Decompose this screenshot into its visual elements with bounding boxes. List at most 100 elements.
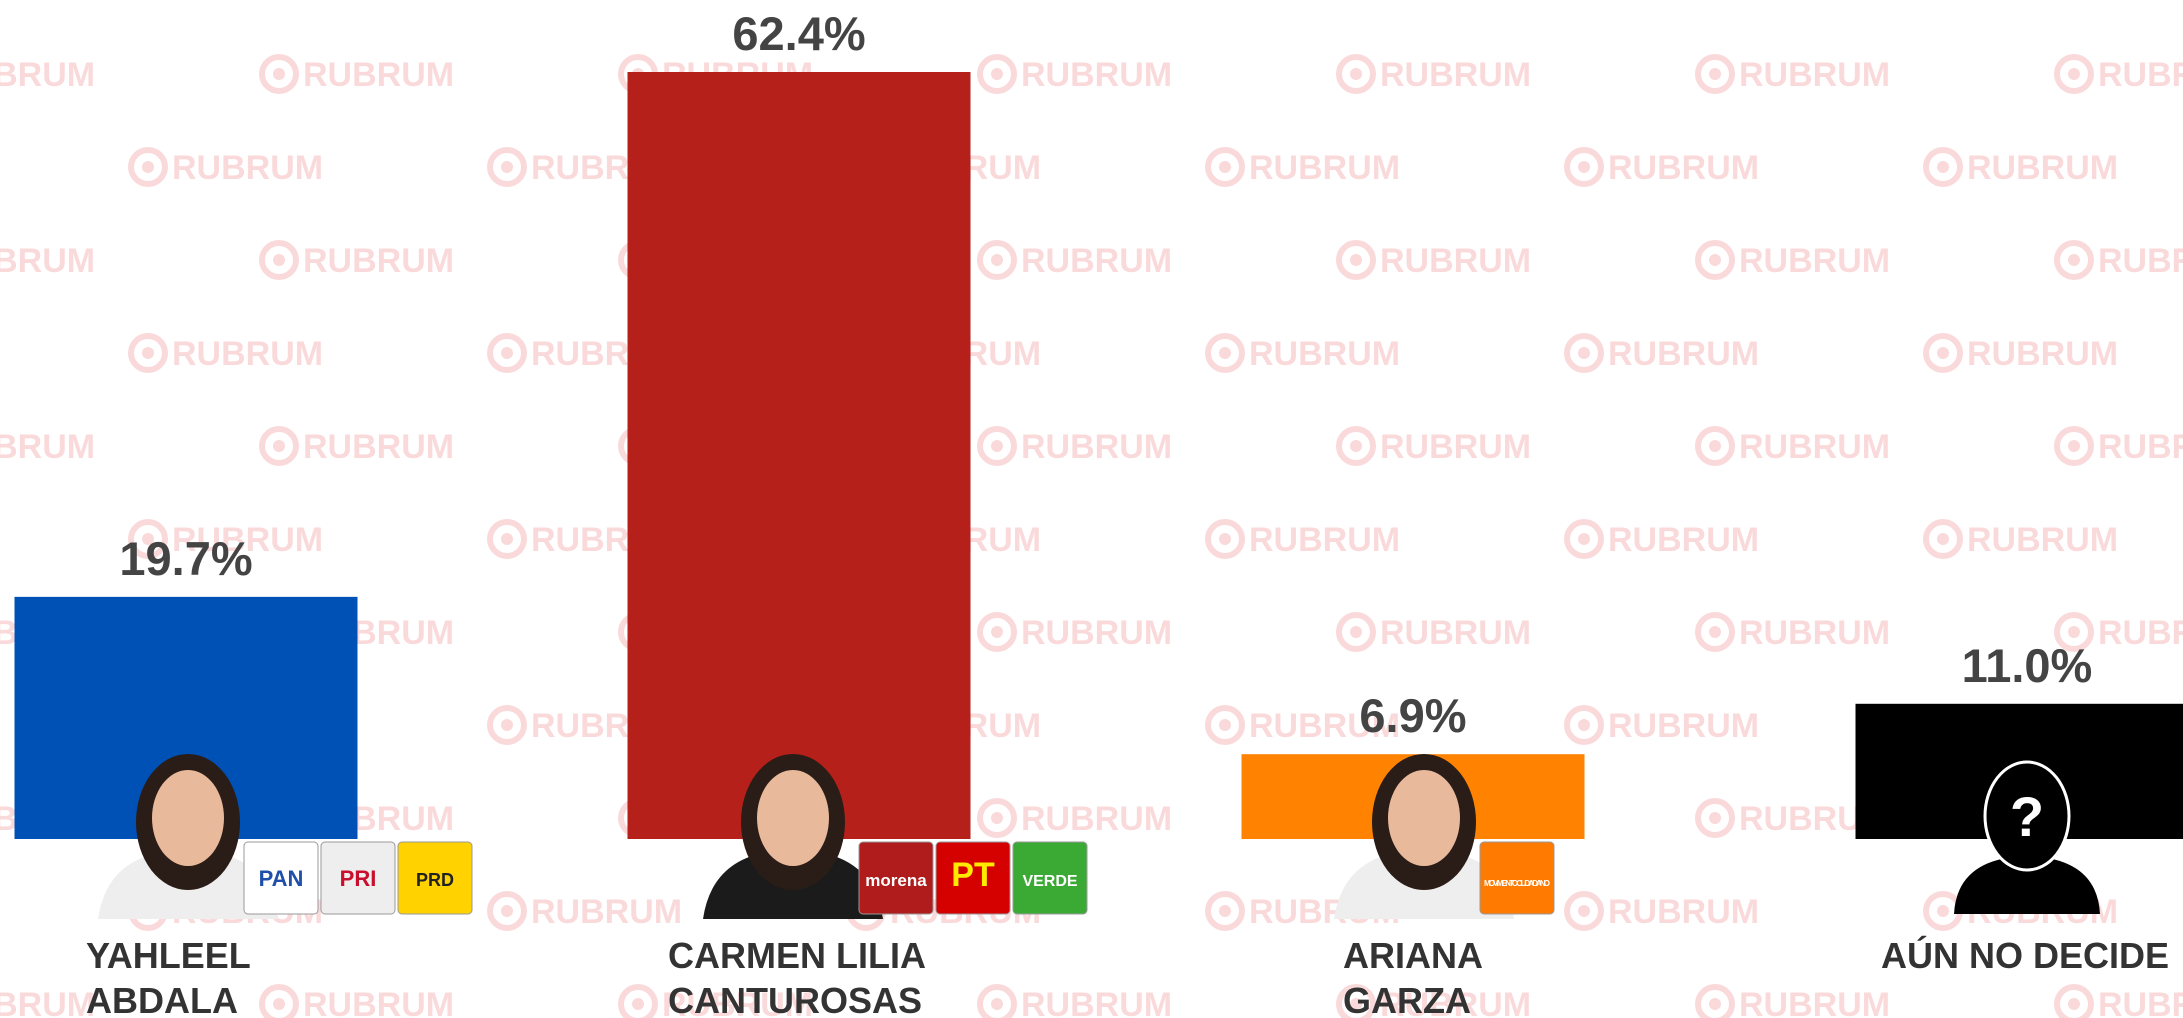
watermark: RUBRUM bbox=[1567, 893, 1759, 931]
watermark: RUBRUM bbox=[1567, 335, 1759, 373]
watermark-text: RUBRUM bbox=[1608, 149, 1759, 187]
watermark: RUBRUM bbox=[262, 56, 454, 94]
watermark: RUBRUM bbox=[980, 242, 1172, 280]
watermark-text: RUBRUM bbox=[1021, 986, 1172, 1018]
watermark: RUBRUM bbox=[1339, 242, 1531, 280]
watermark-icon bbox=[2068, 68, 2080, 80]
portrait-face bbox=[757, 770, 829, 866]
watermark-icon bbox=[991, 812, 1003, 824]
watermark-text: RUBRUM bbox=[1608, 707, 1759, 745]
watermark: RUBRUM bbox=[1698, 242, 1890, 280]
watermark-text: RUBRUM bbox=[0, 986, 95, 1018]
watermark: RUBRUM bbox=[1698, 428, 1890, 466]
watermark-text: RUBRUM bbox=[0, 242, 95, 280]
watermark-icon bbox=[1578, 905, 1590, 917]
watermark: RUBRUM bbox=[1567, 149, 1759, 187]
watermark-icon bbox=[273, 440, 285, 452]
watermark-icon bbox=[1578, 347, 1590, 359]
watermark-text: RUBRUM bbox=[1380, 56, 1531, 94]
watermark: RUBRUM bbox=[1698, 614, 1890, 652]
watermark-icon bbox=[991, 626, 1003, 638]
watermark-text: RUBRUM bbox=[1739, 428, 1890, 466]
watermark: RUBRUM bbox=[980, 986, 1172, 1018]
watermark-text: RUBRUM bbox=[1380, 242, 1531, 280]
watermark-text: RUBRUM bbox=[1021, 800, 1172, 838]
watermark-text: RUBRUM bbox=[1739, 986, 1890, 1018]
watermark: RUBRUM bbox=[1339, 614, 1531, 652]
watermark-icon bbox=[991, 68, 1003, 80]
watermark-icon bbox=[1350, 440, 1362, 452]
watermark: RUBRUM bbox=[2057, 986, 2183, 1018]
watermark-icon bbox=[1219, 161, 1231, 173]
category-label: CARMEN LILIA CANTUROSAS bbox=[668, 933, 926, 1018]
watermark: RUBRUM bbox=[1208, 335, 1400, 373]
watermark: RUBRUM bbox=[1926, 521, 2118, 559]
watermark: RUBRUM bbox=[1698, 56, 1890, 94]
watermark-text: RUBRUM bbox=[1739, 242, 1890, 280]
watermark-text: RUBRUM bbox=[1608, 521, 1759, 559]
watermark: RUBRUM bbox=[2057, 242, 2183, 280]
watermark-icon bbox=[991, 998, 1003, 1010]
watermark: RUBRUM bbox=[1567, 521, 1759, 559]
party-logo-text: VERDE bbox=[1022, 873, 1077, 890]
watermark: RUBRUM bbox=[0, 986, 95, 1018]
party-logo-text: PRD bbox=[416, 870, 454, 890]
watermark-icon bbox=[273, 254, 285, 266]
watermark-text: RUBRUM bbox=[1021, 428, 1172, 466]
watermark: RUBRUM bbox=[1926, 335, 2118, 373]
watermark-icon bbox=[2068, 998, 2080, 1010]
watermark: RUBRUM bbox=[262, 428, 454, 466]
watermark-text: RUBRUM bbox=[1739, 56, 1890, 94]
watermark-icon bbox=[501, 719, 513, 731]
watermark: RUBRUM bbox=[1208, 521, 1400, 559]
bar bbox=[628, 72, 971, 839]
party-logo-text: PAN bbox=[259, 866, 304, 891]
portrait-face bbox=[152, 770, 224, 866]
watermark-text: RUBRUM bbox=[2098, 614, 2183, 652]
watermark-icon bbox=[1578, 533, 1590, 545]
watermark-icon bbox=[1709, 812, 1721, 824]
watermark-icon bbox=[2068, 440, 2080, 452]
category-label: AÚN NO DECIDE bbox=[1881, 933, 2169, 978]
chart: RUBRUM RUBRUM RUBRUM RUBRUM RUBRUM RUBRUM RUBR… bbox=[0, 0, 2183, 1018]
watermark: RUBRUM bbox=[1339, 428, 1531, 466]
watermark: RUBRUM bbox=[2057, 56, 2183, 94]
value-label: 11.0% bbox=[1962, 639, 2093, 692]
watermark-icon bbox=[1219, 719, 1231, 731]
watermark: RUBRUM bbox=[980, 428, 1172, 466]
watermark-icon bbox=[1709, 440, 1721, 452]
watermark-icon bbox=[142, 161, 154, 173]
watermark-icon bbox=[991, 440, 1003, 452]
watermark-icon bbox=[501, 905, 513, 917]
watermark-icon bbox=[1350, 626, 1362, 638]
watermark-icon bbox=[1709, 626, 1721, 638]
watermark-icon bbox=[1709, 254, 1721, 266]
watermark-icon bbox=[273, 998, 285, 1010]
watermark-text: RUBRUM bbox=[2098, 242, 2183, 280]
watermark-text: RUBRUM bbox=[2098, 56, 2183, 94]
watermark-icon bbox=[1709, 998, 1721, 1010]
watermark: RUBRUM bbox=[262, 986, 454, 1018]
value-label: 62.4% bbox=[732, 7, 865, 60]
watermark-text: RUBRUM bbox=[1608, 335, 1759, 373]
party-logo-text: MOVIMIENTO CIUDADANO bbox=[1484, 879, 1550, 888]
watermark-icon bbox=[1350, 68, 1362, 80]
value-label: 19.7% bbox=[119, 532, 252, 585]
watermark-icon bbox=[142, 347, 154, 359]
watermark: RUBRUM bbox=[490, 893, 682, 931]
watermark: RUBRUM bbox=[0, 56, 95, 94]
watermark-icon bbox=[1937, 905, 1949, 917]
watermark: RUBRUM bbox=[1567, 707, 1759, 745]
watermark-icon bbox=[1578, 161, 1590, 173]
page: RUBRUM RUBRUM RUBRUM RUBRUM RUBRUM RUBRUM RUBR… bbox=[0, 0, 2183, 1018]
watermark-icon bbox=[1219, 533, 1231, 545]
watermark-icon bbox=[2068, 626, 2080, 638]
watermark: RUBRUM bbox=[980, 56, 1172, 94]
value-label: 6.9% bbox=[1359, 689, 1466, 742]
party-logo-text: PT bbox=[951, 856, 995, 894]
unknown-icon: ? bbox=[2010, 785, 2044, 848]
watermark-text: RUBRUM bbox=[1608, 893, 1759, 931]
watermark-text: RUBRUM bbox=[172, 335, 323, 373]
watermark-text: RUBRUM bbox=[1021, 56, 1172, 94]
watermark: RUBRUM bbox=[980, 800, 1172, 838]
